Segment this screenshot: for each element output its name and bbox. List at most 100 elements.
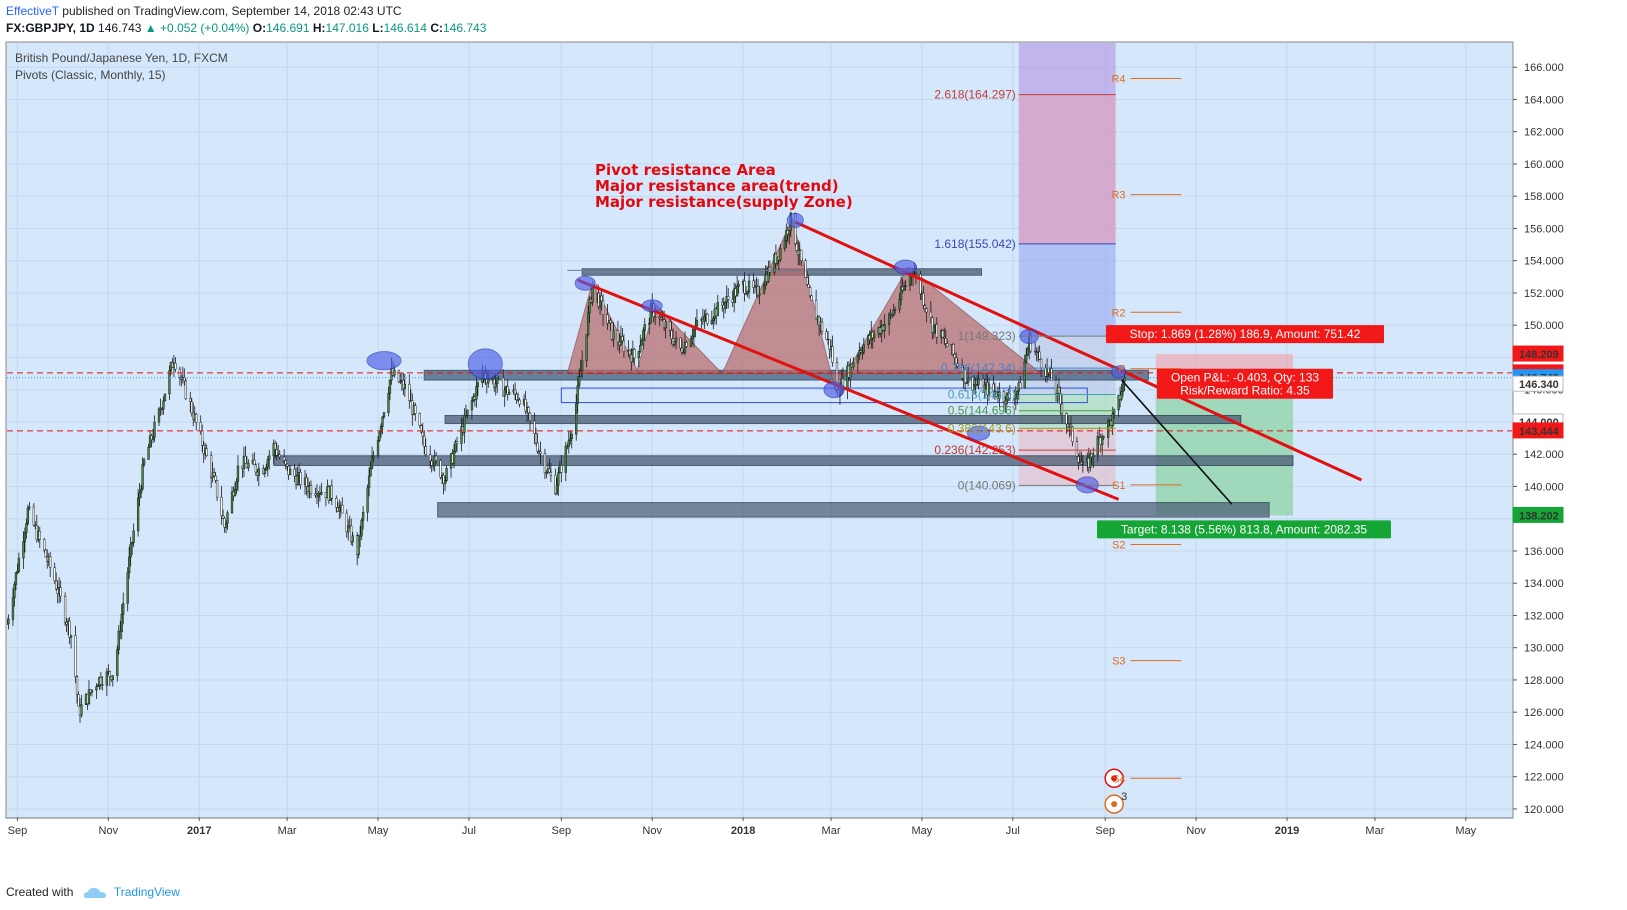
time-label-15: Mar	[1365, 825, 1384, 837]
pivot-label-S4: S4	[1112, 773, 1125, 785]
candle-body	[545, 471, 548, 474]
candle	[347, 519, 350, 541]
candle	[1117, 394, 1120, 417]
candle	[533, 412, 536, 445]
candle-body	[1025, 354, 1028, 362]
candle-body	[381, 416, 384, 427]
candle-body	[809, 287, 812, 297]
author-name[interactable]: EffectiveT	[6, 4, 59, 18]
candle	[257, 462, 260, 487]
time-label-12: Sep	[1095, 825, 1115, 837]
candle-body	[466, 409, 469, 416]
candle-body	[743, 280, 746, 294]
candle-body	[585, 334, 588, 361]
candle	[809, 285, 812, 298]
candle	[1089, 450, 1092, 472]
candle-body	[902, 286, 906, 291]
candle-body	[43, 539, 46, 551]
candle	[899, 276, 903, 306]
candle	[494, 373, 497, 396]
candle	[956, 358, 959, 369]
candle-body	[965, 382, 968, 384]
candle	[987, 377, 991, 401]
candle	[7, 617, 9, 625]
candle-body	[189, 398, 192, 402]
candle-body	[44, 549, 47, 558]
candle-body	[762, 285, 766, 294]
candle	[403, 373, 407, 397]
price-chart[interactable]: 3 2.618(164.297) 1.618(155.042) 1(149.323)…	[0, 0, 1627, 880]
candle-body	[212, 472, 216, 477]
candle	[776, 256, 779, 266]
fib-label-2: 1(149.323)	[958, 329, 1016, 343]
candle-body	[1098, 436, 1101, 438]
price-label-bg-0	[1512, 345, 1564, 362]
candle	[350, 518, 353, 546]
pivot-ellipse-10	[1111, 365, 1127, 379]
candle-body	[952, 344, 955, 355]
candle	[923, 303, 927, 313]
candle-body	[527, 407, 530, 414]
time-axis[interactable]: Sep Nov 2017 Mar May Jul Sep Nov 2018 Mar May Jul Se…	[6, 817, 1513, 837]
candle-body	[893, 309, 897, 311]
candle	[710, 310, 713, 326]
candle	[554, 468, 557, 496]
candle-body	[755, 285, 758, 287]
candle-body	[470, 400, 474, 411]
candle	[932, 325, 935, 339]
pivot-ellipse-0	[366, 351, 402, 371]
candle	[38, 526, 41, 548]
candle-body	[971, 377, 974, 391]
candle	[1112, 408, 1116, 420]
candle-body	[1069, 424, 1073, 428]
candle	[418, 412, 421, 428]
candle	[1019, 375, 1022, 389]
candle	[108, 670, 111, 687]
candle-body	[184, 380, 187, 399]
pivot-levels: R4 R3 R2 P S1 S2 S3 S4	[1111, 73, 1182, 785]
candle-body	[418, 413, 421, 426]
candle	[1071, 425, 1074, 447]
candle-body	[892, 310, 895, 316]
pivot-label-R4: R4	[1111, 73, 1125, 85]
candle	[639, 334, 642, 354]
stop-label-bg	[1106, 325, 1384, 344]
price-label-text-0: 148.209	[1519, 349, 1559, 361]
price-axis-labels: 148.209147.041146.743146.340144.000143.4…	[1512, 345, 1564, 523]
candle	[993, 382, 997, 400]
candle	[1060, 394, 1064, 424]
legend-instrument[interactable]: British Pound/Japanese Yen, 1D, FXCM	[15, 51, 228, 65]
fib-levels: 2.618(164.297) 1.618(155.042) 1(149.323) 0.…	[934, 88, 1116, 492]
candle	[430, 458, 433, 473]
candle-body	[534, 433, 538, 444]
candle-body	[795, 243, 798, 251]
candle-body	[131, 542, 134, 545]
candle-body	[931, 317, 934, 333]
candle-body	[983, 384, 986, 393]
candle	[99, 671, 103, 690]
price-axis[interactable]: 166.000 164.000 162.000 160.000 158.000 156.0…	[1513, 62, 1564, 816]
candle-body	[852, 362, 855, 368]
candle	[616, 320, 620, 351]
candle	[455, 436, 459, 453]
legend-indicator[interactable]: Pivots (Classic, Monthly, 15)	[15, 68, 166, 82]
candle	[727, 288, 730, 309]
candle	[503, 386, 506, 407]
candle	[309, 480, 313, 499]
last-price: 146.743	[98, 21, 142, 35]
lower-channel	[577, 278, 1120, 501]
candle-body	[977, 378, 980, 386]
candle	[230, 486, 234, 514]
candle	[28, 501, 31, 511]
candle-body	[116, 649, 119, 676]
candle	[887, 311, 891, 336]
fib-band-2618	[1018, 94, 1116, 244]
candle-body	[254, 464, 257, 473]
candle	[387, 386, 390, 417]
candle	[642, 327, 645, 350]
candle	[77, 691, 80, 707]
tradingview-link[interactable]: TradingView	[113, 885, 180, 899]
time-label-3: Mar	[278, 825, 297, 837]
candle	[545, 470, 548, 479]
candle	[946, 339, 949, 347]
